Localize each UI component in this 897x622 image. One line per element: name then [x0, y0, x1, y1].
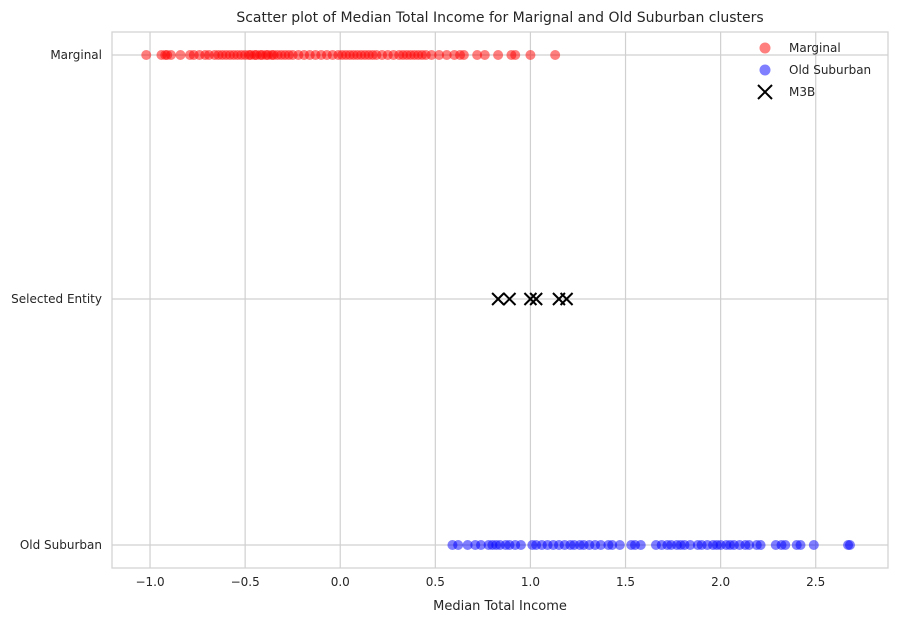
data-point-m3b: [491, 292, 505, 306]
legend-marker: [759, 42, 771, 54]
legend: Marginal Old Suburban M3B: [757, 41, 871, 100]
data-point-old-suburban: [844, 540, 855, 550]
data-point-marginal: [479, 50, 490, 60]
data-point-old-suburban: [607, 540, 618, 550]
x-tick-label: 2.5: [806, 575, 825, 589]
data-point-marginal: [510, 50, 521, 60]
chart-title: Scatter plot of Median Total Income for …: [236, 10, 763, 26]
legend-item: Marginal: [759, 41, 841, 55]
x-tick-label: −1.0: [135, 575, 164, 589]
data-point-marginal: [525, 50, 536, 60]
data-point-m3b: [523, 292, 538, 306]
data-point-old-suburban: [515, 540, 526, 550]
data-point-old-suburban: [744, 540, 755, 550]
data-points: [141, 50, 855, 550]
x-tick-labels: −1.0 −0.5 0.0 0.5 1.0 1.5 2.0 2.5: [135, 575, 825, 589]
data-point-old-suburban: [614, 540, 625, 550]
y-category-label: Marginal: [50, 48, 102, 62]
y-category-label: Selected Entity: [11, 292, 102, 306]
data-point-marginal: [458, 50, 469, 60]
data-point-m3b: [502, 292, 517, 306]
data-point-old-suburban: [453, 540, 464, 550]
data-point-old-suburban: [635, 540, 646, 550]
legend-label: M3B: [789, 85, 815, 99]
legend-marker: [759, 64, 771, 76]
data-point-old-suburban: [462, 540, 473, 550]
data-point-marginal: [550, 50, 561, 60]
x-tick-label: 1.5: [616, 575, 635, 589]
x-tick-label: 0.5: [426, 575, 445, 589]
legend-label: Marginal: [789, 41, 841, 55]
data-point-old-suburban: [475, 540, 486, 550]
data-point-m3b: [559, 292, 574, 306]
data-point-old-suburban: [595, 540, 606, 550]
data-point-old-suburban: [755, 540, 766, 550]
data-point-old-suburban: [780, 540, 791, 550]
legend-item: Old Suburban: [759, 63, 871, 77]
plot-frame: [111, 31, 889, 569]
y-category-label: Old Suburban: [20, 538, 102, 552]
data-point-marginal: [175, 50, 186, 60]
data-point-marginal: [493, 50, 504, 60]
data-point-m3b: [529, 292, 543, 306]
y-category-labels: Marginal Selected Entity Old Suburban: [11, 48, 102, 552]
data-point-old-suburban: [808, 540, 819, 550]
data-point-marginal: [434, 50, 445, 60]
x-tick-label: 0.0: [331, 575, 350, 589]
x-tick-label: −0.5: [231, 575, 260, 589]
data-point-marginal: [426, 50, 437, 60]
legend-item: M3B: [757, 84, 815, 100]
data-point-marginal: [441, 50, 452, 60]
x-tick-label: 1.0: [521, 575, 540, 589]
data-point-marginal: [141, 50, 152, 60]
data-point-old-suburban: [795, 540, 806, 550]
x-tick-label: 2.0: [711, 575, 730, 589]
data-point-marginal: [472, 50, 483, 60]
x-axis-label: Median Total Income: [433, 599, 567, 614]
data-point-marginal: [165, 50, 176, 60]
data-point-old-suburban: [685, 540, 696, 550]
legend-label: Old Suburban: [789, 63, 871, 77]
